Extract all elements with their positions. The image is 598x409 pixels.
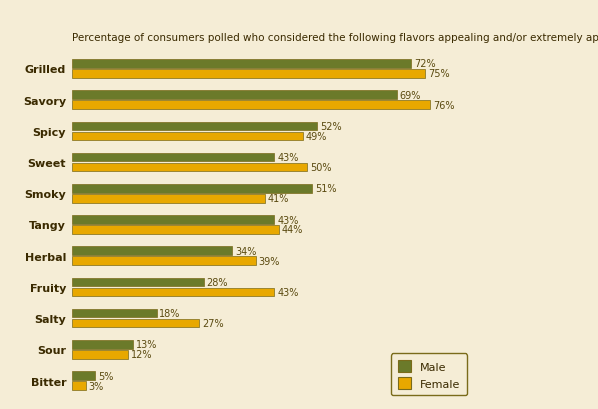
Bar <box>72 70 425 79</box>
Bar <box>72 91 397 100</box>
Text: 3%: 3% <box>89 381 104 391</box>
Bar <box>72 319 199 328</box>
Bar <box>72 60 411 69</box>
Bar <box>72 350 129 359</box>
Text: 43%: 43% <box>277 287 298 297</box>
Text: 13%: 13% <box>136 339 157 349</box>
Bar <box>72 132 303 141</box>
Text: 34%: 34% <box>235 246 256 256</box>
Bar <box>72 184 312 193</box>
Text: 51%: 51% <box>315 184 337 194</box>
Text: 18%: 18% <box>160 308 181 318</box>
Bar <box>72 216 274 224</box>
Text: 69%: 69% <box>400 90 421 101</box>
Text: 43%: 43% <box>277 153 298 163</box>
Bar <box>72 278 204 287</box>
Bar <box>72 288 274 297</box>
Bar <box>72 226 279 234</box>
Bar <box>72 340 133 349</box>
Text: 41%: 41% <box>268 194 289 204</box>
Legend: Male, Female: Male, Female <box>391 354 467 395</box>
Bar <box>72 153 274 162</box>
Bar <box>72 371 95 380</box>
Text: 50%: 50% <box>310 163 332 173</box>
Text: 12%: 12% <box>131 349 152 360</box>
Text: 76%: 76% <box>433 101 454 110</box>
Text: 72%: 72% <box>414 59 435 69</box>
Text: 49%: 49% <box>306 132 327 142</box>
Bar <box>72 247 232 256</box>
Text: 39%: 39% <box>258 256 280 266</box>
Bar <box>72 194 265 203</box>
Text: 27%: 27% <box>202 318 224 328</box>
Bar <box>72 101 430 110</box>
Text: 43%: 43% <box>277 215 298 225</box>
Bar <box>72 309 157 318</box>
Text: Percentage of consumers polled who considered the following flavors appealing an: Percentage of consumers polled who consi… <box>72 33 598 43</box>
Bar <box>72 163 307 172</box>
Text: 44%: 44% <box>282 225 303 235</box>
Text: 5%: 5% <box>98 371 114 381</box>
Bar <box>72 122 317 131</box>
Text: 52%: 52% <box>320 121 341 132</box>
Bar <box>72 381 86 390</box>
Bar <box>72 257 255 265</box>
Text: 75%: 75% <box>428 69 450 79</box>
Text: 28%: 28% <box>206 277 228 287</box>
